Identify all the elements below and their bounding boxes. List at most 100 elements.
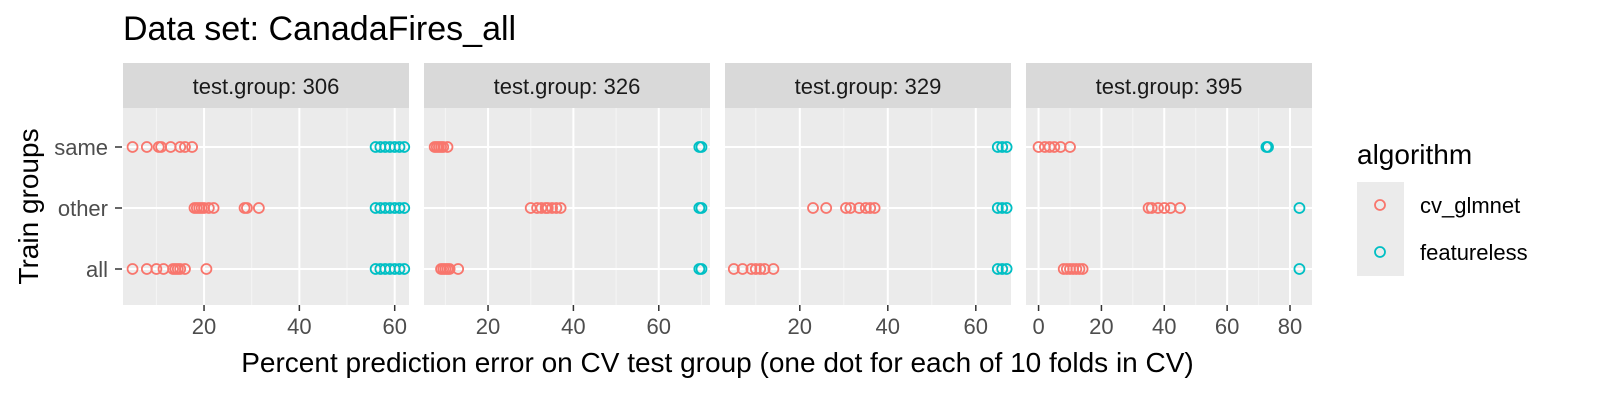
data-point-cv_glmnet: [767, 263, 780, 275]
data-point-cv_glmnet: [554, 202, 567, 214]
x-tick-label: 80: [1278, 314, 1302, 339]
data-point-featureless: [991, 141, 1004, 153]
data-point-cv_glmnet: [174, 141, 187, 153]
x-tick-label: 20: [476, 314, 500, 339]
data-point-cv_glmnet: [859, 202, 872, 214]
x-tick-label: 0: [1032, 314, 1044, 339]
data-point-featureless: [398, 141, 411, 153]
data-point-cv_glmnet: [150, 263, 163, 275]
data-point-cv_glmnet: [844, 202, 857, 214]
data-point-featureless: [991, 263, 1004, 275]
legend-key-featureless: [1374, 246, 1386, 258]
data-point-cv_glmnet: [179, 141, 191, 153]
facet-panel-306: [123, 108, 409, 305]
data-point-featureless: [393, 141, 406, 153]
data-point-cv_glmnet: [207, 202, 220, 214]
data-point-featureless: [996, 141, 1009, 153]
data-point-cv_glmnet: [840, 202, 852, 214]
data-point-cv_glmnet: [1152, 202, 1164, 214]
legend-key-background: [1357, 182, 1404, 276]
data-point-cv_glmnet: [202, 202, 215, 214]
x-tick-label: 20: [192, 314, 216, 339]
x-tick-label: 20: [788, 314, 812, 339]
data-point-cv_glmnet: [126, 263, 139, 275]
data-point-cv_glmnet: [452, 263, 465, 275]
facet-strip-label-306: test.group: 306: [193, 74, 340, 99]
data-point-cv_glmnet: [1048, 141, 1061, 153]
data-point-cv_glmnet: [541, 202, 554, 214]
facet-strip-326: [424, 63, 710, 108]
data-point-cv_glmnet: [546, 202, 558, 214]
legend-label-cv_glmnet: cv_glmnet: [1420, 193, 1520, 218]
data-point-featureless: [996, 263, 1009, 275]
data-point-cv_glmnet: [441, 141, 454, 153]
data-point-cv_glmnet: [727, 263, 740, 275]
data-point-cv_glmnet: [1043, 141, 1056, 153]
data-point-featureless: [1293, 202, 1306, 214]
data-point-cv_glmnet: [1174, 202, 1186, 214]
facet-strip-306: [123, 63, 409, 108]
data-point-cv_glmnet: [868, 202, 881, 214]
data-point-featureless: [398, 263, 411, 275]
chart-title: Data set: CanadaFires_all: [123, 10, 516, 48]
x-tick-label: 60: [647, 314, 671, 339]
data-point-featureless: [1000, 141, 1013, 153]
data-point-cv_glmnet: [754, 263, 767, 275]
x-tick-label: 60: [382, 314, 406, 339]
data-point-cv_glmnet: [745, 263, 758, 275]
data-point-cv_glmnet: [1070, 263, 1083, 275]
data-point-featureless: [695, 263, 708, 275]
data-point-cv_glmnet: [252, 202, 265, 214]
data-point-cv_glmnet: [443, 263, 456, 275]
y-axis-title: Train groups: [13, 128, 44, 284]
legend-label-featureless: featureless: [1420, 240, 1528, 265]
data-point-featureless: [1262, 141, 1274, 153]
facet-strip-label-329: test.group: 329: [795, 74, 942, 99]
data-point-cv_glmnet: [140, 141, 153, 153]
data-point-featureless: [695, 202, 708, 214]
legend-key-cv_glmnet: [1374, 199, 1386, 211]
x-tick-label: 40: [561, 314, 585, 339]
data-point-cv_glmnet: [807, 202, 819, 214]
data-point-featureless: [393, 263, 406, 275]
data-point-cv_glmnet: [437, 141, 450, 153]
data-point-cv_glmnet: [820, 202, 833, 214]
data-point-cv_glmnet: [179, 263, 191, 275]
legend-title: algorithm: [1357, 139, 1472, 170]
data-point-cv_glmnet: [1158, 202, 1171, 214]
data-point-cv_glmnet: [1076, 263, 1089, 275]
y-tick-label-all: all: [86, 257, 108, 282]
data-point-featureless: [1293, 263, 1306, 275]
data-point-featureless: [393, 202, 406, 214]
data-point-cv_glmnet: [1145, 202, 1158, 214]
data-point-featureless: [1000, 263, 1013, 275]
data-point-cv_glmnet: [853, 202, 866, 214]
y-tick-label-same: same: [54, 135, 108, 160]
facet-strip-395: [1026, 63, 1312, 108]
facet-panel-326: [424, 108, 710, 305]
data-point-cv_glmnet: [186, 141, 199, 153]
data-point-cv_glmnet: [736, 263, 749, 275]
data-point-cv_glmnet: [1073, 263, 1086, 275]
x-tick-label: 40: [876, 314, 900, 339]
x-tick-label: 20: [1089, 314, 1113, 339]
x-tick-label: 40: [1152, 314, 1176, 339]
data-point-cv_glmnet: [1032, 141, 1045, 153]
data-point-featureless: [996, 202, 1009, 214]
facet-strip-329: [725, 63, 1011, 108]
data-point-cv_glmnet: [241, 202, 253, 214]
data-point-featureless: [991, 202, 1004, 214]
data-point-featureless: [695, 141, 708, 153]
y-tick-label-other: other: [58, 196, 108, 221]
data-point-cv_glmnet: [864, 202, 877, 214]
facet-panel-329: [725, 108, 1011, 305]
data-point-cv_glmnet: [200, 263, 213, 275]
facet-strip-label-395: test.group: 395: [1096, 74, 1243, 99]
data-point-cv_glmnet: [174, 263, 187, 275]
data-point-cv_glmnet: [1064, 141, 1076, 153]
x-tick-label: 60: [964, 314, 988, 339]
x-tick-label: 40: [287, 314, 311, 339]
x-tick-label: 60: [1215, 314, 1239, 339]
